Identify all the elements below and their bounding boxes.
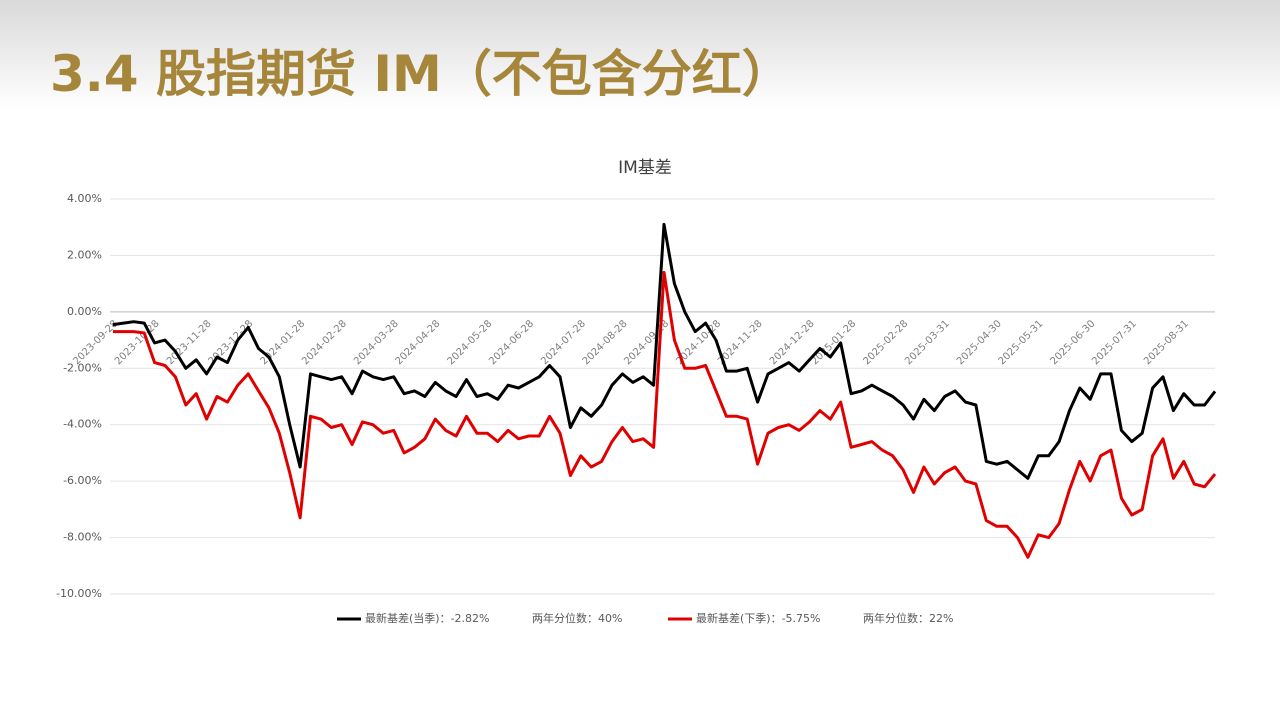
y-tick-label: 0.00% — [67, 305, 102, 318]
y-tick-label: -2.00% — [63, 361, 102, 374]
legend-label: 最新基差(下季)：-5.75% — [696, 611, 821, 625]
x-tick-label: 2025-08-31 — [1142, 318, 1191, 367]
legend-percentile: 两年分位数：40% — [532, 611, 622, 625]
x-tick-label: 2025-01-28 — [809, 318, 858, 367]
x-tick-label: 2025-05-31 — [997, 318, 1046, 367]
y-tick-label: 2.00% — [67, 248, 102, 261]
x-tick-label: 2025-03-31 — [903, 318, 952, 367]
x-tick-label: 2025-07-31 — [1090, 318, 1139, 367]
y-tick-label: -8.00% — [63, 531, 102, 544]
y-tick-label: -4.00% — [63, 418, 102, 431]
legend-label: 最新基差(当季)：-2.82% — [365, 611, 490, 625]
legend-percentile: 两年分位数：22% — [863, 611, 953, 625]
data-line — [113, 270, 1217, 559]
x-tick-label: 2024-06-28 — [487, 318, 536, 367]
x-tick-label: 2024-02-28 — [300, 318, 349, 367]
x-tick-label: 2024-04-28 — [394, 318, 443, 367]
data-line — [112, 222, 1217, 480]
y-tick-label: -6.00% — [63, 474, 102, 487]
slide-title: 3.4 股指期货 IM（不包含分红） — [50, 45, 792, 103]
y-tick-label: 4.00% — [67, 192, 102, 205]
y-tick-label: -10.00% — [56, 587, 102, 600]
x-tick-label: 2024-09-28 — [622, 318, 671, 367]
chart-title: IM基差 — [618, 158, 672, 178]
